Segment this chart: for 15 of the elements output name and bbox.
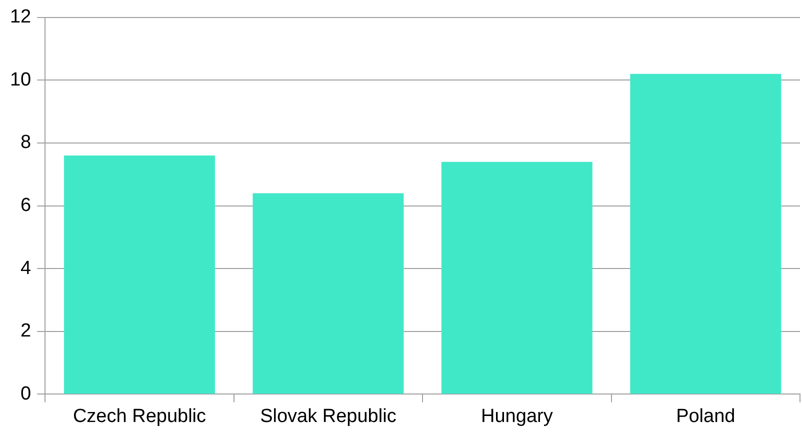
x-tick-label: Slovak Republic <box>260 406 396 427</box>
y-tick-label: 0 <box>20 383 32 404</box>
y-tick-label: 6 <box>20 195 32 216</box>
y-tick-label: 2 <box>20 320 32 342</box>
y-tick-label: 10 <box>10 69 32 90</box>
bar <box>252 193 404 394</box>
x-tick-label: Poland <box>676 406 736 427</box>
bar <box>64 156 215 394</box>
bar <box>630 74 782 394</box>
y-tick-label: 12 <box>10 6 32 28</box>
y-tick-label: 4 <box>20 258 32 279</box>
x-tick-label: Hungary <box>481 406 554 427</box>
bar <box>441 162 592 394</box>
x-tick-label: Czech Republic <box>72 406 206 427</box>
y-tick-label: 8 <box>20 132 32 154</box>
